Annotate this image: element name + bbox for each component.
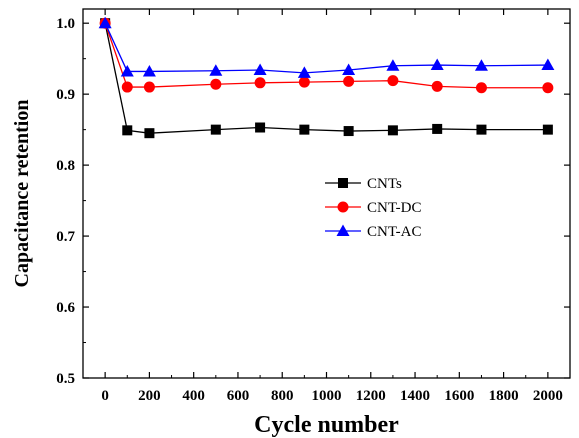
data-point-cnts	[476, 124, 487, 135]
y-tick-label: 0.7	[56, 229, 75, 245]
legend-marker-cnt-ac	[336, 224, 350, 236]
data-point-cnts	[387, 125, 398, 136]
data-point-cnt-dc	[475, 82, 487, 94]
data-point-cnt-dc	[431, 80, 443, 92]
data-point-cnt-ac	[209, 64, 223, 76]
x-tick-label: 2000	[533, 388, 563, 404]
data-point-cnt-ac	[430, 58, 444, 71]
y-tick-label: 1.0	[56, 16, 75, 32]
y-axis-title: Capacitance retention	[11, 100, 33, 288]
data-point-cnt-dc	[542, 82, 554, 94]
x-tick-label: 1000	[312, 388, 342, 404]
data-point-cnt-ac	[98, 16, 112, 29]
x-axis-ticks: 0 200 400 600 800 1000 1200 1400 1600 1800 2000	[101, 9, 563, 404]
series-line-cnt-dc	[104, 22, 548, 89]
plot-frame	[82, 8, 571, 379]
x-axis-title: Cycle number	[254, 412, 399, 438]
data-point-cnts	[542, 124, 553, 135]
data-point-cnt-ac	[342, 63, 356, 76]
data-point-cnt-dc	[254, 77, 266, 89]
plot-layer	[98, 16, 555, 139]
data-point-cnt-ac	[297, 66, 311, 78]
legend: CNTs CNT-DC CNT-AC	[325, 176, 421, 240]
y-tick-label: 0.8	[56, 158, 75, 174]
axes-layer	[82, 8, 571, 379]
data-point-cnts	[255, 122, 266, 133]
data-point-cnts	[210, 124, 221, 135]
data-point-cnt-dc	[387, 75, 399, 87]
data-point-cnt-ac	[474, 59, 488, 71]
data-point-cnt-ac	[541, 58, 555, 71]
y-axis-ticks: 0.5 0.6 0.7 0.8 0.9 1.0	[56, 16, 570, 387]
x-tick-label: 400	[182, 388, 205, 404]
series-cnt-ac	[98, 16, 555, 78]
x-tick-label: 1400	[400, 388, 430, 404]
x-tick-label: 800	[271, 388, 294, 404]
data-point-cnt-dc	[298, 76, 310, 88]
data-point-cnt-dc	[210, 78, 222, 90]
legend-label-cnt-dc: CNT-DC	[367, 200, 421, 216]
x-tick-label: 600	[227, 388, 250, 404]
legend-label-cnt-ac: CNT-AC	[367, 224, 421, 240]
y-tick-label: 0.5	[56, 371, 75, 387]
legend-marker-cnt-dc	[337, 201, 349, 213]
series-cnt-dc	[99, 17, 554, 94]
data-point-cnts	[122, 125, 133, 136]
x-tick-label: 200	[138, 388, 161, 404]
y-tick-label: 0.6	[56, 300, 75, 316]
x-tick-label: 1200	[356, 388, 386, 404]
data-point-cnt-ac	[386, 59, 400, 71]
y-tick-label: 0.9	[56, 87, 75, 103]
data-point-cnts	[144, 128, 155, 139]
series-line-cnts	[104, 23, 548, 134]
data-point-cnt-ac	[120, 64, 134, 77]
data-point-cnt-dc	[343, 75, 355, 87]
data-point-cnts	[432, 123, 443, 134]
legend-marker-cnts	[338, 178, 348, 188]
data-point-cnt-ac	[142, 64, 156, 77]
data-point-cnts	[299, 124, 310, 135]
data-point-cnt-ac	[253, 63, 267, 76]
data-point-cnts	[343, 126, 354, 137]
series-cnts	[100, 18, 553, 139]
data-point-cnt-dc	[121, 81, 133, 93]
x-tick-label: 1600	[444, 388, 474, 404]
x-tick-label: 0	[101, 388, 109, 404]
legend-label-cnts: CNTs	[367, 176, 402, 192]
data-point-cnt-dc	[143, 81, 155, 93]
x-tick-label: 1800	[489, 388, 519, 404]
